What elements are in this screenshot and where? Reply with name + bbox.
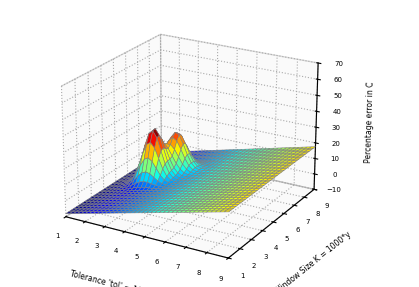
X-axis label: Tolerance 'tol' = 10 exp(-x): Tolerance 'tol' = 10 exp(-x)	[70, 269, 172, 287]
Y-axis label: Window Size K = 1000*y: Window Size K = 1000*y	[273, 229, 353, 287]
